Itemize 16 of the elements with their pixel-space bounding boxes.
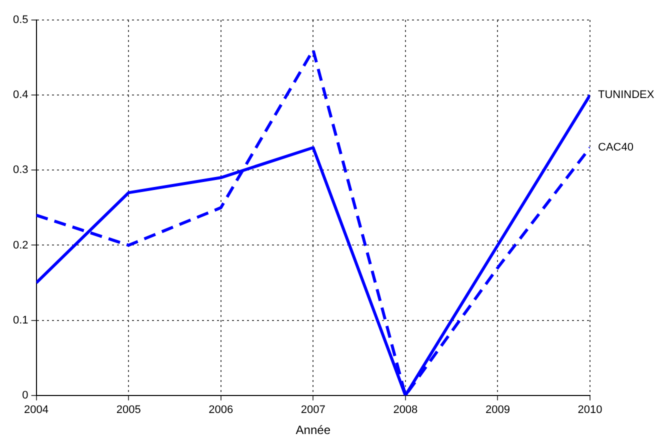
x-tick-label: 2006 [208, 404, 234, 416]
series-label: CAC40 [598, 142, 634, 154]
y-tick-label: 0.2 [12, 239, 28, 252]
y-tick-label: 0.3 [12, 164, 28, 176]
x-tick-label: 2004 [24, 404, 49, 416]
series-label: TUNINDEX [598, 89, 655, 102]
y-tick-label: 0.5 [12, 14, 28, 26]
x-tick-label: 2008 [393, 404, 418, 416]
x-tick-label: 2009 [485, 404, 510, 416]
x-tick-label: 2005 [116, 404, 141, 416]
y-tick-label: 0.4 [12, 89, 28, 102]
y-tick-label: 0 [22, 389, 28, 402]
y-tick-label: 0.1 [12, 314, 28, 326]
x-axis-title: Année [296, 423, 331, 438]
x-tick-label: 2010 [578, 404, 602, 416]
x-tick-label: 2007 [300, 404, 326, 416]
